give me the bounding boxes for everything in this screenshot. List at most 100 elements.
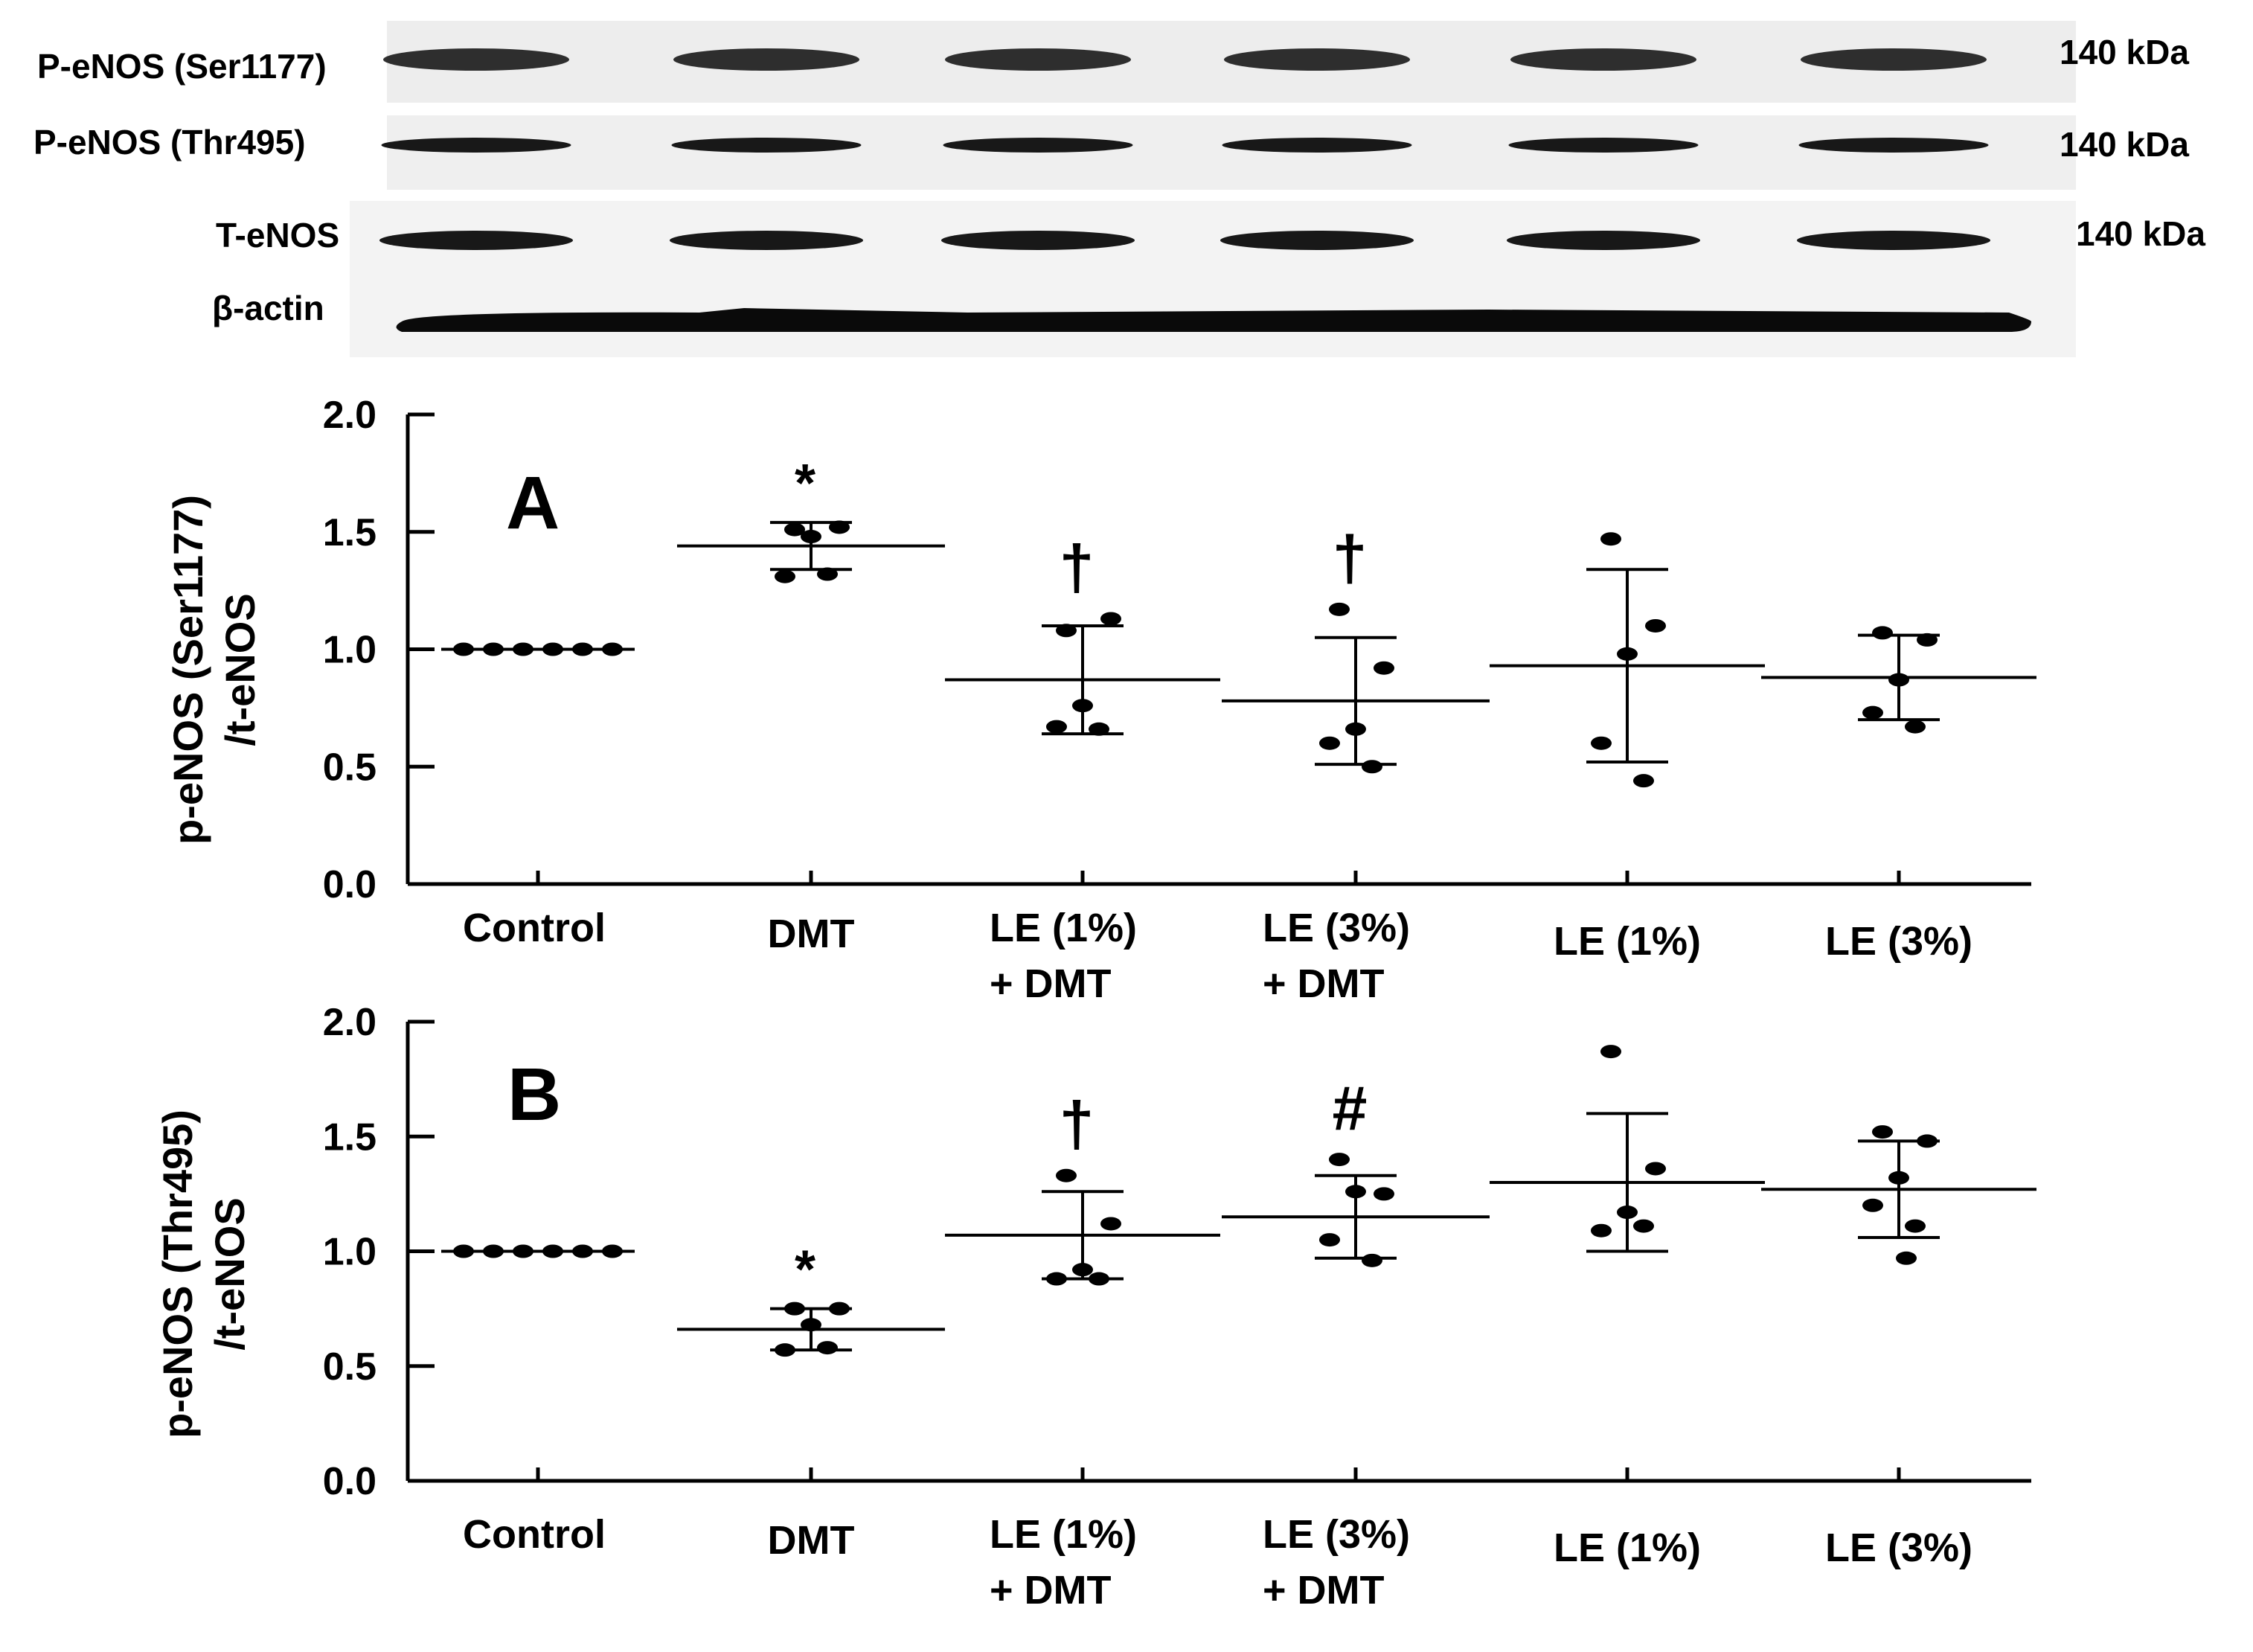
panel-a-group-3-point <box>1089 722 1109 736</box>
panel-a-group-1-point <box>453 642 474 656</box>
panel-a-group-6-point <box>1872 626 1893 640</box>
blot-band-row3-lane4 <box>1220 231 1414 250</box>
panel-a-group-3-point <box>1100 612 1121 626</box>
blot-bands <box>379 48 2031 332</box>
panel-b-group-3: † <box>945 1089 1220 1286</box>
blot-band-row1-lane5 <box>1510 48 1696 71</box>
blot-band-row2-lane4 <box>1222 138 1412 153</box>
panel-b-group-4-point <box>1329 1153 1350 1167</box>
panel-a-group-2-point <box>801 530 821 544</box>
panel-b-y-tick-label: 2.0 <box>323 1001 376 1044</box>
western-blot: P-eNOS (Ser1177) P-eNOS (Thr495) T-eNOS … <box>33 21 2205 357</box>
panel-b-group-4-significance-mark: # <box>1333 1073 1368 1143</box>
panel-a-category-label: LE (3%) <box>1263 906 1410 950</box>
panel-a-group-3: † <box>945 532 1220 736</box>
panel-a-group-6-point <box>1905 720 1926 734</box>
panel-b-category-label: LE (3%) <box>1825 1525 1972 1570</box>
panel-a-axes: 0.0 0.5 1.0 1.5 2.0 Control DMT LE (1%) + DMT LE … <box>323 394 2031 1006</box>
blot-membrane-row-3 <box>350 201 2076 357</box>
panel-b-y-tick-label: 1.0 <box>323 1231 376 1274</box>
panel-b-group-1-point <box>453 1244 474 1258</box>
panel-a-group-2: * <box>677 454 945 583</box>
panel-b-group-1-point <box>572 1244 593 1258</box>
blot-band-row3-lane6 <box>1797 231 1990 250</box>
panel-a-group-6 <box>1761 626 2036 734</box>
panel-a-group-4-point <box>1345 722 1366 736</box>
panel-a-category-label: + DMT <box>990 961 1112 1006</box>
panel-b-group-2-point <box>801 1318 821 1332</box>
panel-a-y-tick-label: 2.0 <box>323 394 376 437</box>
panel-b-group-6-point <box>1917 1134 1938 1148</box>
panel-a-group-4: † <box>1222 523 1490 774</box>
panel-b-category-label: LE (1%) <box>990 1512 1137 1557</box>
panel-a-group-5-point <box>1617 647 1638 661</box>
panel-b-group-6-point <box>1862 1198 1883 1212</box>
panel-a-group-1-point <box>572 642 593 656</box>
panel-b-group-4-point <box>1319 1233 1340 1247</box>
panel-a-group-3-point <box>1072 699 1093 713</box>
panel-b-group-2-significance-mark: * <box>795 1240 815 1300</box>
panel-a-group-1-point <box>602 642 623 656</box>
panel-b-category-label: LE (1%) <box>1554 1525 1701 1570</box>
blot-band-row1-lane6 <box>1801 48 1987 71</box>
panel-b-group-1-point <box>602 1244 623 1258</box>
panel-b-marks: * † # <box>441 1045 2036 1357</box>
blot-band-row1-lane2 <box>673 48 859 71</box>
panel-a-group-4-point <box>1374 661 1394 675</box>
panel-a-ylabel-line-2: /t-eNOS <box>217 593 263 746</box>
blot-band-row3-lane3 <box>941 231 1135 250</box>
panel-a-group-6-point <box>1862 705 1883 720</box>
panel-b-category-label: LE (3%) <box>1263 1512 1410 1557</box>
panel-a-group-5-point <box>1633 774 1654 788</box>
panel-b-group-6-point <box>1872 1125 1893 1139</box>
panel-b-ylabel-line-1: p-eNOS (Thr495) <box>154 1110 201 1438</box>
blot-membrane-row-2 <box>387 115 2076 190</box>
panel-b-axes: 0.0 0.5 1.0 1.5 2.0 Control DMT LE (1%) + DMT LE … <box>323 1001 2031 1613</box>
panel-a-group-5-point <box>1600 532 1621 546</box>
blot-band-row2-lane1 <box>381 138 571 153</box>
panel-a-group-1-point <box>542 642 563 656</box>
panel-b-group-4-point <box>1374 1187 1394 1201</box>
blot-band-row2-lane5 <box>1508 138 1699 153</box>
blot-band-row3-lane5 <box>1507 231 1700 250</box>
panel-b-y-tick-label: 0.0 <box>323 1460 376 1503</box>
blot-band-row1-lane4 <box>1224 48 1410 71</box>
blot-kda-thr495: 140 kDa <box>2060 125 2189 164</box>
blot-kda-t-enos: 140 kDa <box>2076 214 2205 253</box>
panel-a-y-tick-label: 0.5 <box>323 746 376 789</box>
blot-label-ser1177: P-eNOS (Ser1177) <box>37 47 327 86</box>
panel-b-group-1-point <box>483 1244 504 1258</box>
panel-b-group-5-point <box>1633 1219 1654 1233</box>
panel-a-category-label: LE (1%) <box>990 906 1137 950</box>
panel-a-group-3-significance-mark: † <box>1060 532 1095 602</box>
panel-a-group-2-point <box>817 567 838 581</box>
panel-a-group-6-point <box>1888 673 1909 687</box>
panel-b-group-5-point <box>1600 1045 1621 1059</box>
panel-b-category-label: + DMT <box>1263 1568 1385 1613</box>
panel-a-group-4-significance-mark: † <box>1333 523 1368 593</box>
panel-b-ylabel-line-2: /t-eNOS <box>206 1197 253 1350</box>
blot-label-thr495: P-eNOS (Thr495) <box>33 123 306 161</box>
panel-a-group-4-point <box>1319 736 1340 750</box>
panel-b-group-6-point <box>1905 1219 1926 1233</box>
panel-b-group-5-point <box>1591 1223 1612 1238</box>
panel-b-group-2-point <box>829 1302 850 1316</box>
panel-a-marks: * † † <box>441 454 2036 788</box>
panel-b-category-label: Control <box>463 1512 606 1557</box>
panel-b-category-label: + DMT <box>990 1568 1112 1613</box>
blot-label-t-enos: T-eNOS <box>216 216 339 254</box>
panel-b-group-5-point <box>1645 1162 1666 1176</box>
panel-b-group-6 <box>1761 1125 2036 1265</box>
panel-b-group-3-point <box>1100 1217 1121 1231</box>
panel-a-ylabel-line-1: p-eNOS (Ser1177) <box>164 495 211 845</box>
panel-a-group-5-point <box>1645 618 1666 633</box>
panel-a-y-tick-label: 0.0 <box>323 863 376 906</box>
panel-a-category-label: DMT <box>768 912 855 956</box>
panel-a-group-1-point <box>513 642 533 656</box>
panel-a-group-1 <box>441 642 635 656</box>
panel-a-y-tick-label: 1.0 <box>323 629 376 672</box>
panel-b-group-1 <box>441 1244 635 1258</box>
panel-b-group-3-point <box>1089 1272 1109 1286</box>
panel-b: 0.0 0.5 1.0 1.5 2.0 Control DMT LE (1%) + DMT LE … <box>154 1001 2036 1613</box>
